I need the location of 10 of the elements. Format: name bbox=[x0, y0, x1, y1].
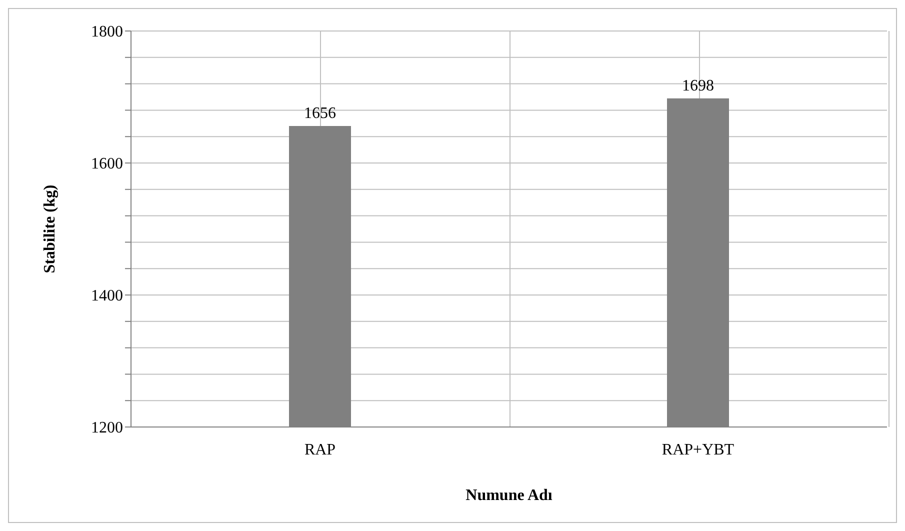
data-label: 1656 bbox=[304, 105, 336, 122]
x-tick-label: RAP+YBT bbox=[662, 441, 734, 458]
data-label: 1698 bbox=[682, 77, 714, 94]
x-tick-label: RAP bbox=[304, 441, 336, 458]
y-tick-label: 1600 bbox=[91, 156, 123, 173]
y-axis-title: Stabilite (kg) bbox=[42, 184, 59, 274]
y-tick-label: 1200 bbox=[91, 420, 123, 437]
x-axis-title: Numune Adı bbox=[466, 487, 553, 504]
y-tick-label: 1800 bbox=[91, 24, 123, 41]
y-tick-label: 1400 bbox=[91, 288, 123, 305]
